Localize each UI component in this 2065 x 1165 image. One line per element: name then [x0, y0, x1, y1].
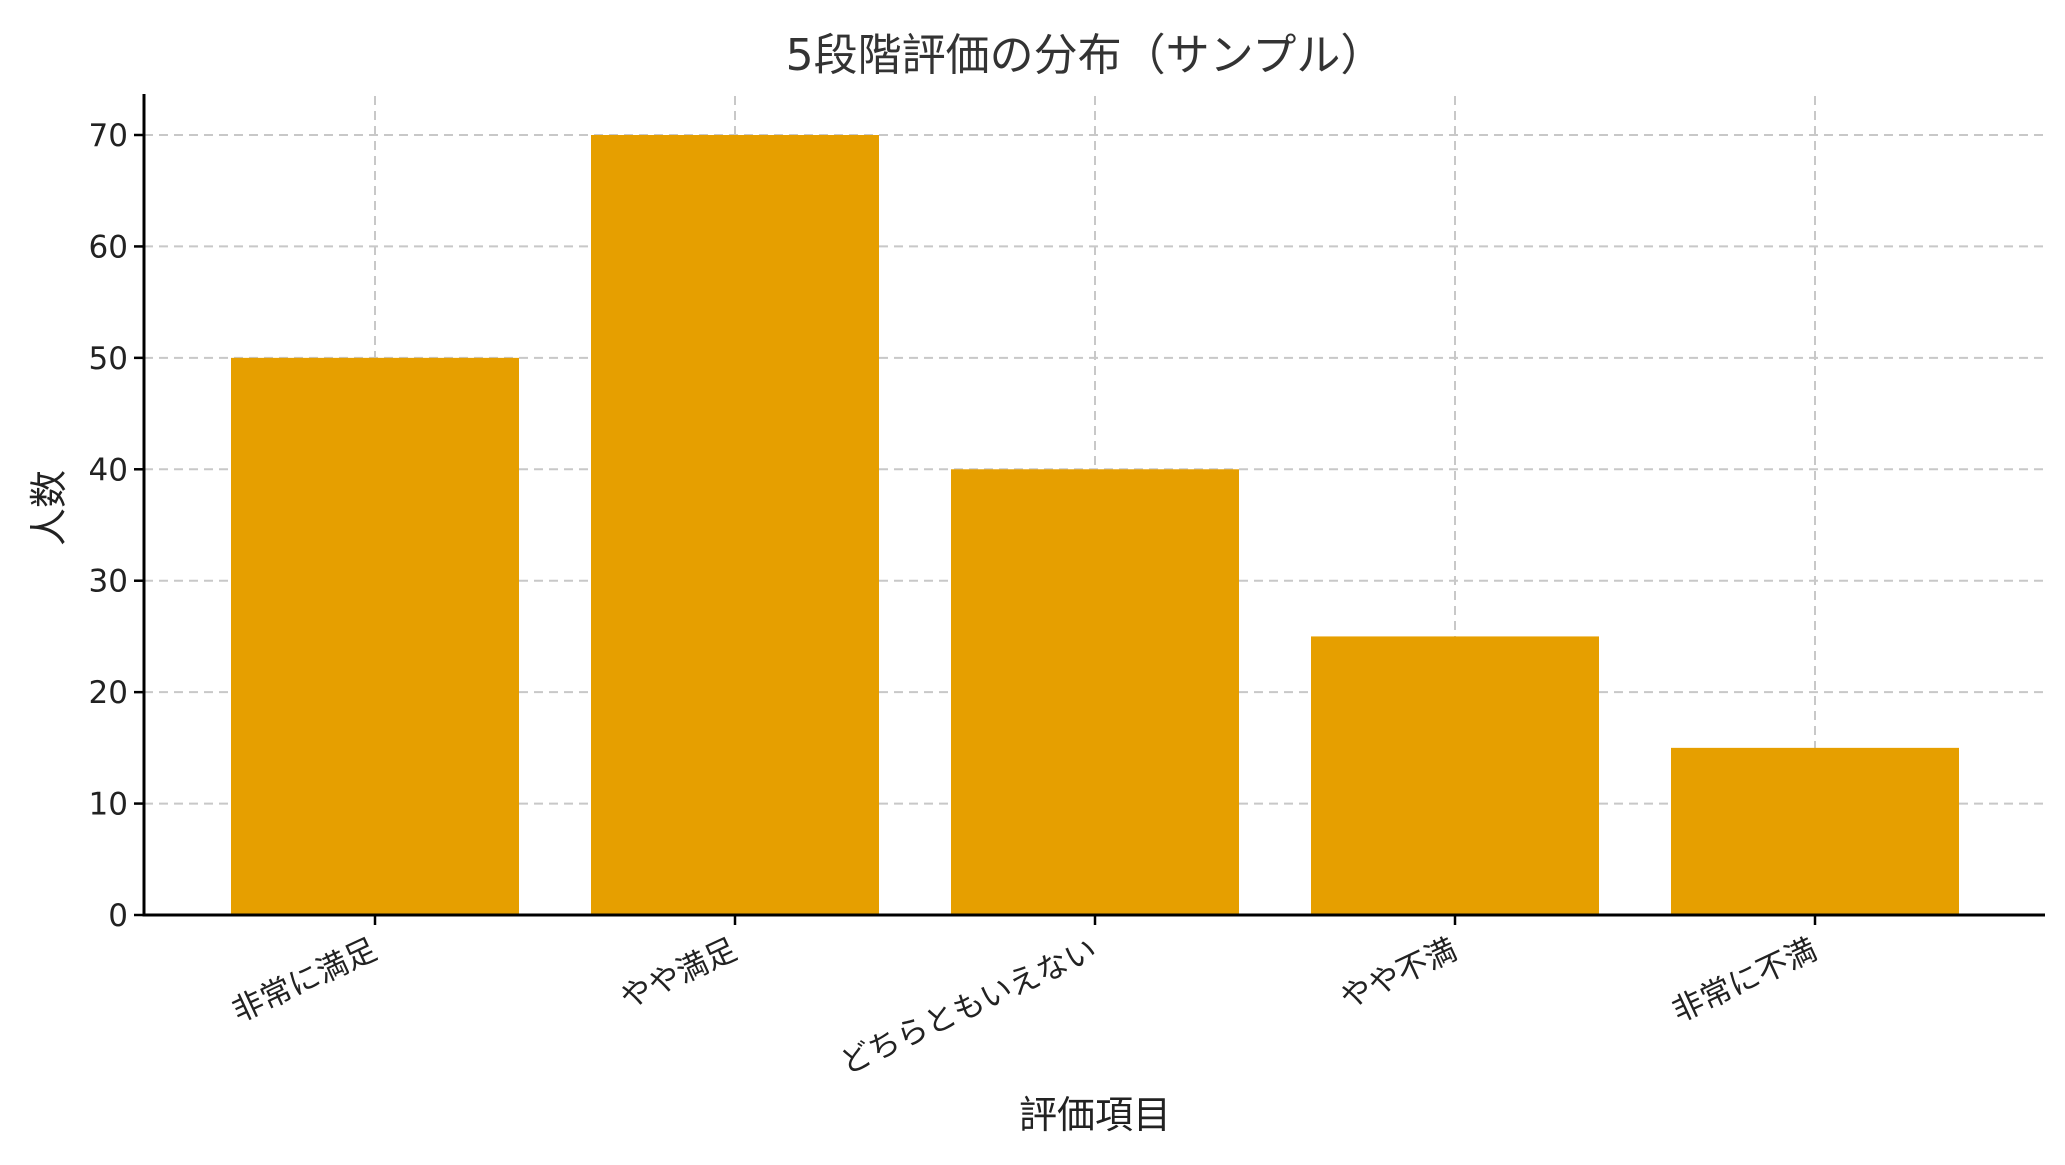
- y-tick-label: 10: [89, 787, 128, 823]
- bars: [231, 135, 1959, 915]
- chart-title: 5段階評価の分布（サンプル）: [786, 30, 1385, 81]
- y-tick-label: 20: [89, 675, 128, 711]
- y-tick-label: 60: [89, 229, 128, 265]
- y-tick-label: 40: [89, 452, 128, 488]
- x-axis-label: 評価項目: [1019, 1093, 1171, 1137]
- y-tick-label: 50: [89, 341, 128, 377]
- bar-4: [1311, 636, 1599, 915]
- bar-5: [1671, 747, 1959, 915]
- bar-2: [591, 135, 879, 915]
- y-tick-label: 0: [108, 898, 128, 934]
- x-tick-label: 非常に満足: [227, 932, 383, 1030]
- x-tick-label: どちらともいえない: [835, 932, 1103, 1082]
- x-tick-label: やや不満: [1335, 932, 1463, 1017]
- axes: [134, 94, 2045, 925]
- bar-1: [231, 357, 519, 915]
- y-tick-label: 70: [89, 118, 128, 154]
- x-tick-label: やや満足: [615, 932, 743, 1017]
- y-tick-label: 30: [89, 564, 128, 600]
- x-tick-label: 非常に不満: [1667, 932, 1823, 1030]
- y-axis-label: 人数: [27, 470, 71, 546]
- bar-3: [951, 469, 1239, 915]
